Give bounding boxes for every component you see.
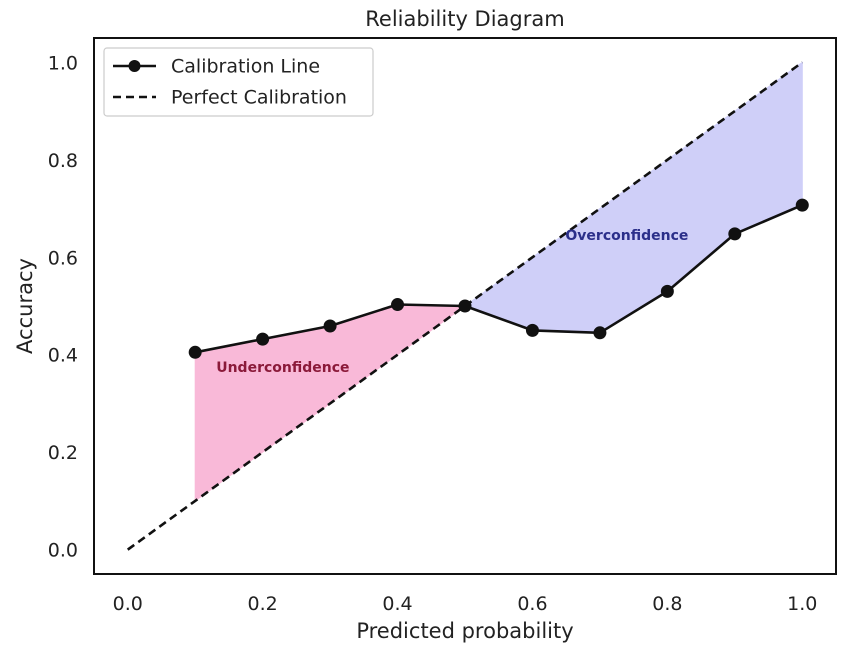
annotations: Underconfidence Overconfidence	[216, 228, 688, 376]
calibration-point	[728, 227, 742, 241]
x-tick-label: 0.6	[517, 593, 547, 615]
annotation-underconfidence: Underconfidence	[216, 360, 349, 376]
y-axis-ticks: 0.0 0.2 0.4 0.6 0.8 1.0	[48, 52, 78, 561]
calibration-point	[795, 198, 809, 212]
x-axis-label: Predicted probability	[356, 619, 573, 643]
annotation-overconfidence: Overconfidence	[565, 228, 688, 244]
calibration-point	[593, 326, 607, 340]
x-tick-label: 0.2	[248, 593, 278, 615]
chart-title: Reliability Diagram	[365, 7, 564, 31]
y-tick-label: 0.0	[48, 540, 78, 562]
y-tick-label: 0.6	[48, 247, 78, 269]
calibration-point	[525, 323, 539, 337]
plot-frame	[93, 37, 837, 575]
legend-box	[103, 47, 374, 117]
calibration-point	[458, 299, 472, 313]
y-tick-label: 0.4	[48, 345, 78, 367]
x-tick-label: 0.0	[113, 593, 143, 615]
x-tick-label: 0.8	[652, 593, 682, 615]
legend-perfect-label: Perfect Calibration	[171, 87, 347, 109]
x-axis-ticks: 0.0 0.2 0.4 0.6 0.8 1.0	[113, 593, 818, 615]
calibration-line	[194, 203, 803, 354]
x-tick-label: 1.0	[787, 593, 817, 615]
series-layer	[126, 61, 809, 551]
legend-calibration-label: Calibration Line	[171, 56, 320, 78]
calibration-point	[660, 284, 674, 298]
legend: Calibration Line Perfect Calibration	[103, 47, 374, 117]
calibration-point	[323, 319, 337, 333]
y-tick-label: 0.2	[48, 442, 78, 464]
overconfidence-region	[463, 61, 803, 334]
y-tick-label: 1.0	[48, 52, 78, 74]
y-tick-label: 0.8	[48, 150, 78, 172]
calibration-point	[188, 345, 202, 359]
calibration-point	[256, 332, 270, 346]
x-tick-label: 0.4	[382, 593, 412, 615]
calibration-point	[391, 298, 405, 312]
y-axis-label: Accuracy	[13, 258, 37, 354]
legend-calibration-marker	[128, 60, 141, 72]
